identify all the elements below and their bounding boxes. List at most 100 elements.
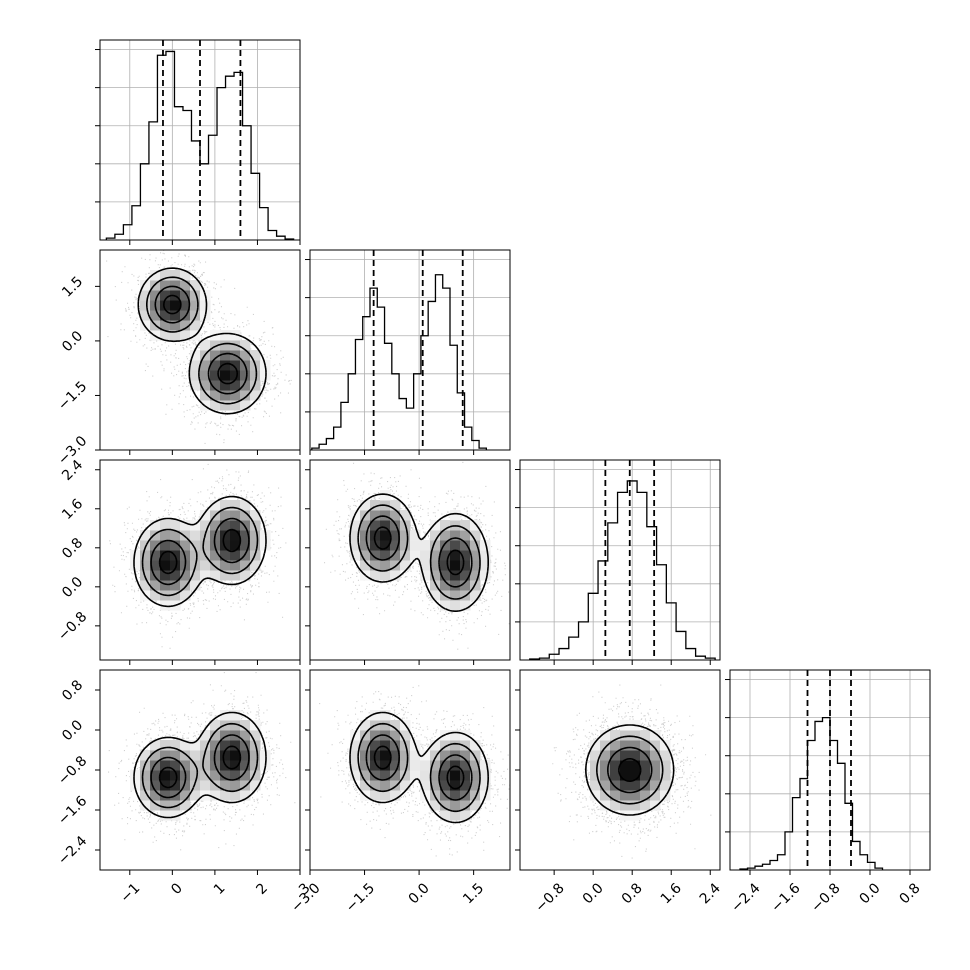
density-cell — [180, 270, 191, 281]
density-cell — [150, 270, 161, 281]
density-cell — [430, 530, 441, 541]
density-cell — [480, 760, 491, 771]
density-cell — [210, 390, 221, 401]
density-cell — [430, 560, 441, 571]
density-cell — [360, 730, 371, 741]
density-cell — [610, 750, 621, 761]
density-cell — [600, 760, 611, 771]
density-cell — [190, 520, 201, 531]
density-cell — [160, 310, 171, 321]
density-cell — [430, 740, 441, 751]
density-cell — [640, 770, 651, 781]
density-cell — [230, 770, 241, 781]
density-cell — [360, 770, 371, 781]
contour-level-0 — [158, 745, 242, 789]
density-cell — [450, 510, 461, 521]
density-cell — [470, 760, 481, 771]
density-cell — [140, 800, 151, 811]
density-cell — [620, 750, 631, 761]
density-cell — [170, 580, 181, 591]
density-cell — [430, 520, 441, 531]
density-cell — [180, 570, 191, 581]
density-cell — [240, 390, 251, 401]
density-cell — [220, 350, 231, 361]
density-cell — [210, 370, 221, 381]
density-cell — [590, 740, 601, 751]
density-cell — [140, 530, 151, 541]
density-cell — [450, 740, 461, 751]
density-cell — [190, 550, 201, 561]
density-cell — [600, 730, 611, 741]
density-cell — [230, 510, 241, 521]
density-cell — [170, 280, 181, 291]
density-cell — [590, 760, 601, 771]
contour-level-2 — [596, 735, 664, 805]
density-cell — [180, 330, 191, 341]
density-cell — [430, 580, 441, 591]
density-cell — [430, 770, 441, 781]
density-cell — [460, 540, 471, 551]
density-cell — [200, 340, 211, 351]
density-cell — [630, 750, 641, 761]
density-cell — [150, 310, 161, 321]
y-tick-label-3-2: −0.8 — [55, 753, 90, 788]
x-tick-label-2-1: 0.0 — [580, 880, 607, 907]
density-cell — [240, 570, 251, 581]
density-cell — [160, 810, 171, 821]
density-cell — [360, 740, 371, 751]
density-cell — [150, 790, 161, 801]
density-cell — [140, 550, 151, 561]
density-cell — [380, 510, 391, 521]
density-cell — [460, 780, 471, 791]
density-cell — [140, 790, 151, 801]
density-cell — [390, 750, 401, 761]
density-cell — [250, 730, 261, 741]
contour-level-0 — [373, 745, 465, 790]
density-cell — [440, 810, 451, 821]
density-cell — [220, 330, 231, 341]
x-tick-label-0-3: 2 — [253, 880, 271, 898]
density-cell — [170, 320, 181, 331]
density-cell — [590, 770, 601, 781]
density-cell — [170, 270, 181, 281]
density-cell — [640, 740, 651, 751]
density-cell — [610, 730, 621, 741]
density-cell — [440, 770, 451, 781]
x-tick-label-1-3: 1.5 — [460, 880, 487, 907]
density-cell — [430, 550, 441, 561]
density-cell — [210, 740, 221, 751]
contour-level-1 — [150, 734, 250, 799]
density-cell — [230, 370, 241, 381]
x-tick-label-3-2: −0.8 — [808, 880, 843, 915]
scatter-panel-0-2 — [95, 459, 301, 665]
density-cell — [450, 790, 461, 801]
contour-level-2 — [141, 722, 259, 809]
density-cell — [170, 570, 181, 581]
density-cell — [210, 500, 221, 511]
contour-level-2 — [141, 506, 259, 597]
density-cell — [380, 560, 391, 571]
hist-step-3 — [739, 716, 884, 870]
scatter-panel-0-3 — [95, 669, 301, 875]
density-cell — [480, 540, 491, 551]
density-cell — [170, 310, 181, 321]
density-cell — [470, 550, 481, 561]
density-cell — [390, 510, 401, 521]
density-cell — [460, 530, 471, 541]
density-cell — [370, 790, 381, 801]
density-cell — [200, 780, 211, 791]
density-cell — [360, 520, 371, 531]
density-cell — [390, 530, 401, 541]
x-tick-label-2-3: 1.6 — [658, 880, 685, 907]
density-cell — [390, 740, 401, 751]
density-cell — [150, 560, 161, 571]
density-cell — [190, 350, 201, 361]
density-cell — [140, 320, 151, 331]
density-cell — [430, 750, 441, 761]
density-cell — [230, 570, 241, 581]
density-cell — [360, 780, 371, 791]
density-cell — [230, 720, 241, 731]
density-cell — [390, 540, 401, 551]
density-cell — [400, 730, 411, 741]
density-cell — [170, 530, 181, 541]
